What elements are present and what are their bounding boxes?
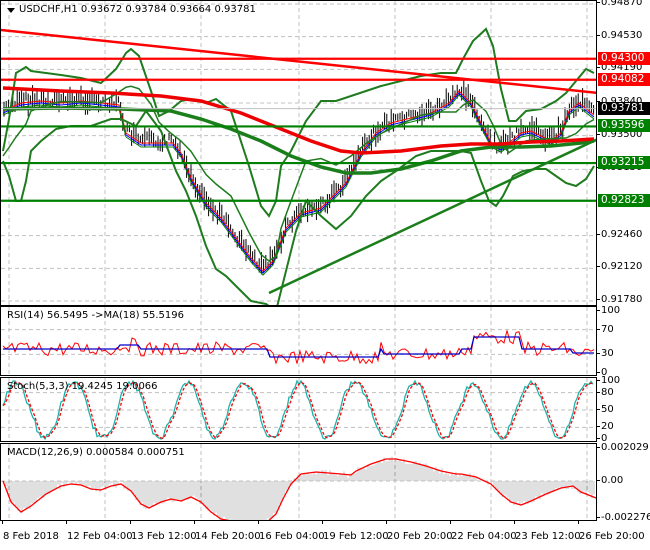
price-axis[interactable]: 0.948700.945300.941900.938400.935000.931… xyxy=(596,0,650,306)
rsi-tick-label: 30 xyxy=(597,348,614,359)
time-tick-label: 23 Feb 12:00 xyxy=(515,531,581,542)
price-plot xyxy=(1,1,596,305)
price-tick-label: 0.93840 xyxy=(596,96,642,107)
support-price-tag: 0.93215 xyxy=(598,156,650,169)
time-tick-mark xyxy=(322,520,323,524)
stochastic-axis: 100 80 50 20 0 xyxy=(596,375,650,444)
price-tick-label: 0.91780 xyxy=(596,294,643,305)
rsi-axis: 100 70 30 0 xyxy=(596,305,650,378)
ascending-trendline xyxy=(268,138,596,295)
macd-tick-label: 0.00 xyxy=(596,475,624,486)
rsi-plot xyxy=(1,307,596,375)
descending-trendline xyxy=(1,28,596,95)
time-tick-label: 13 Feb 12:00 xyxy=(131,531,197,542)
time-tick-label: 26 Feb 20:00 xyxy=(579,531,645,542)
macd-tick-label: -0.002276 xyxy=(596,512,650,523)
time-tick-label: 19 Feb 12:00 xyxy=(323,531,389,542)
time-tick-mark xyxy=(258,520,259,524)
macd-axis: 0.002029 0.00 -0.002276 xyxy=(596,442,650,523)
time-tick-mark xyxy=(2,520,3,524)
price-tick-label: 0.94870 xyxy=(596,0,642,8)
long-ma-green xyxy=(2,106,595,175)
rsi-tick-label: 0 xyxy=(596,367,608,378)
price-tick-label: 0.92120 xyxy=(596,261,643,272)
time-tick-mark xyxy=(66,520,67,524)
rsi-ma-line xyxy=(3,336,594,358)
rsi-label: RSI(14) 56.5495 ->MA(18) 55.5196 xyxy=(7,310,184,321)
support-price-tag: 0.93596 xyxy=(598,119,650,132)
long-ma-red xyxy=(2,86,595,155)
stochastic-tick-label: 100 xyxy=(596,375,621,386)
symbol-ohlc-label: USDCHF,H1 0.93672 0.93784 0.93664 0.9378… xyxy=(19,4,256,15)
macd-label: MACD(12,26,9) 0.000584 0.000751 xyxy=(7,447,185,458)
time-tick-label: 22 Feb 04:00 xyxy=(451,531,517,542)
price-tick-label: 0.94530 xyxy=(596,30,643,41)
time-tick-label: 20 Feb 20:00 xyxy=(387,531,453,542)
time-tick-label: 8 Feb 2018 xyxy=(3,531,59,542)
time-tick-mark xyxy=(514,520,515,524)
bollinger-middle-band xyxy=(2,85,595,263)
stochastic-panel[interactable]: Stoch(5,3,3) 19.4245 19.0066 xyxy=(0,377,597,442)
time-tick-mark xyxy=(450,520,451,524)
current-price-tag: 0.93781 xyxy=(598,102,650,115)
rsi-panel[interactable]: RSI(14) 56.5495 ->MA(18) 55.5196 xyxy=(0,306,597,376)
time-tick-mark xyxy=(194,520,195,524)
stochastic-label: Stoch(5,3,3) 19.4245 19.0066 xyxy=(7,381,158,392)
time-tick-mark xyxy=(130,520,131,524)
time-axis[interactable]: 8 Feb 2018 12 Feb 04:00 13 Feb 12:00 14 Feb… xyxy=(0,520,645,550)
fast-ma-green xyxy=(2,94,595,276)
collapse-arrow-icon[interactable] xyxy=(7,8,15,13)
price-chart-panel[interactable]: USDCHF,H1 0.93672 0.93784 0.93664 0.9378… xyxy=(0,0,597,306)
time-tick-mark xyxy=(578,520,579,524)
stochastic-tick-label: 20 xyxy=(597,421,614,432)
stochastic-tick-label: 50 xyxy=(597,404,614,415)
fast-ma-red xyxy=(2,90,595,272)
price-tick-label: 0.92460 xyxy=(596,229,643,240)
macd-tick-label: 0.002029 xyxy=(597,442,649,453)
macd-signal-line xyxy=(2,458,596,520)
price-tick-label: 0.93500 xyxy=(596,129,643,140)
stochastic-tick-label: 80 xyxy=(597,387,614,398)
time-tick-label: 14 Feb 20:00 xyxy=(195,531,261,542)
rsi-tick-label: 70 xyxy=(597,324,614,335)
time-tick-label: 16 Feb 04:00 xyxy=(259,531,325,542)
resistance-price-tag: 0.94300 xyxy=(598,52,650,65)
price-tick-label: 0.94190 xyxy=(596,62,643,73)
stochastic-signal-line xyxy=(2,381,593,440)
time-tick-mark xyxy=(386,520,387,524)
macd-plot xyxy=(1,444,596,520)
rsi-tick-label: 100 xyxy=(596,305,621,316)
stochastic-tick-label: 0 xyxy=(596,433,608,444)
macd-panel[interactable]: MACD(12,26,9) 0.000584 0.000751 xyxy=(0,443,597,521)
bollinger-upper-band xyxy=(2,27,595,218)
support-price-tag: 0.92823 xyxy=(598,194,650,207)
stochastic-plot xyxy=(1,378,596,441)
resistance-price-tag: 0.94082 xyxy=(598,73,650,86)
time-tick-label: 12 Feb 04:00 xyxy=(67,531,133,542)
